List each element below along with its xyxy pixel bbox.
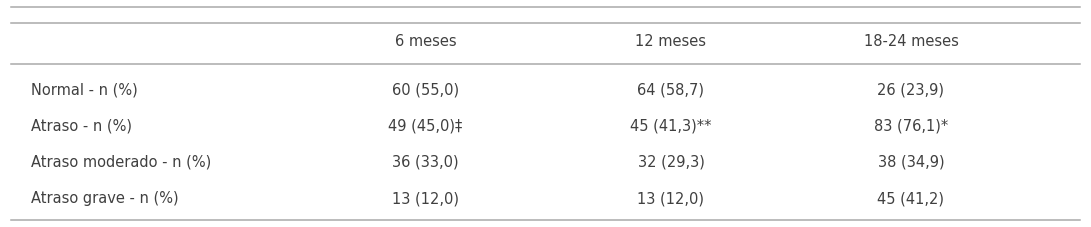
Text: Atraso grave - n (%): Atraso grave - n (%) — [31, 191, 178, 206]
Text: 12 meses: 12 meses — [635, 35, 707, 49]
Text: 60 (55,0): 60 (55,0) — [392, 82, 459, 97]
Text: 83 (76,1)*: 83 (76,1)* — [874, 118, 948, 133]
Text: 36 (33,0): 36 (33,0) — [392, 155, 459, 170]
Text: 18-24 meses: 18-24 meses — [864, 35, 958, 49]
Text: 13 (12,0): 13 (12,0) — [392, 191, 459, 206]
Text: Atraso - n (%): Atraso - n (%) — [31, 118, 132, 133]
Text: 6 meses: 6 meses — [395, 35, 456, 49]
Text: Atraso moderado - n (%): Atraso moderado - n (%) — [31, 155, 211, 170]
Text: 49 (45,0)‡: 49 (45,0)‡ — [388, 118, 463, 133]
Text: 45 (41,3)**: 45 (41,3)** — [631, 118, 711, 133]
Text: Normal - n (%): Normal - n (%) — [31, 82, 137, 97]
Text: 26 (23,9): 26 (23,9) — [877, 82, 945, 97]
Text: 13 (12,0): 13 (12,0) — [637, 191, 705, 206]
Text: 45 (41,2): 45 (41,2) — [877, 191, 945, 206]
Text: 64 (58,7): 64 (58,7) — [637, 82, 705, 97]
Text: 32 (29,3): 32 (29,3) — [637, 155, 705, 170]
Text: 38 (34,9): 38 (34,9) — [877, 155, 945, 170]
